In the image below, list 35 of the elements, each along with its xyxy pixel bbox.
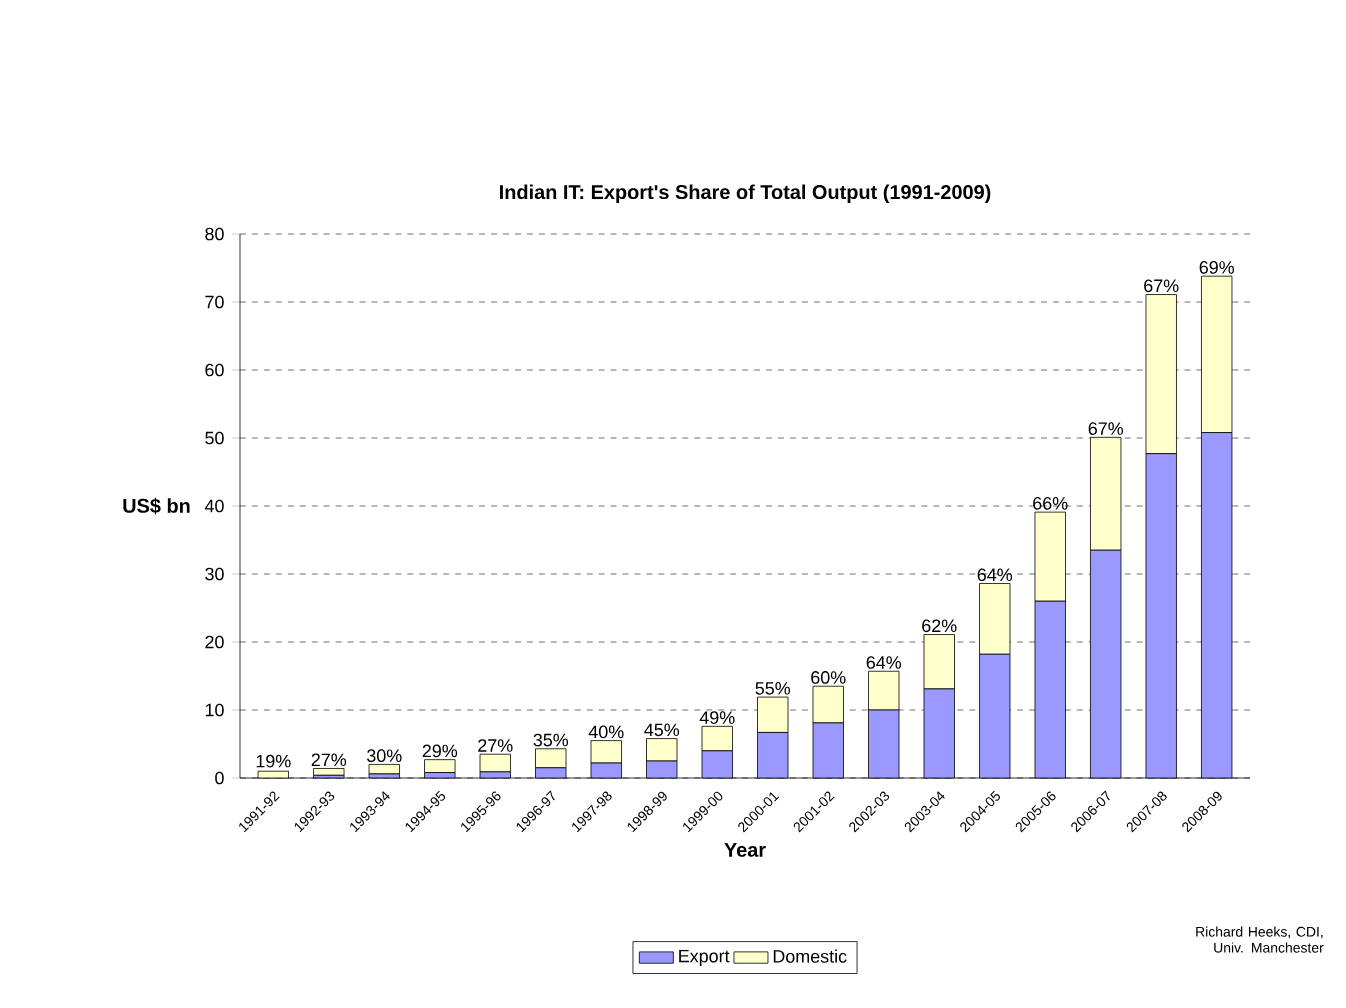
annotation: 30%: [367, 749, 402, 763]
x-axis-title: Year: [724, 842, 766, 857]
y-tick-label: 10: [205, 703, 224, 717]
annotation: 29%: [422, 744, 458, 758]
chart-title: Indian IT: Export's Share of Total Output (1991-2009): [500, 184, 991, 204]
bar: [424, 759, 456, 773]
annotation: 66%: [1033, 497, 1068, 510]
y-axis-title: US$ bn: [123, 497, 190, 515]
annotation: 67%: [1088, 422, 1124, 435]
bar: [313, 768, 345, 776]
annotation: 64%: [977, 568, 1013, 582]
annotation: 64%: [866, 656, 902, 669]
annotation: 40%: [588, 725, 624, 739]
bar: [479, 753, 511, 773]
y-tick-label: 50: [205, 431, 224, 445]
annotation: 19%: [256, 754, 291, 768]
annotation: 62%: [922, 619, 957, 633]
annotation: 35%: [533, 733, 569, 747]
annotation: 49%: [699, 711, 735, 724]
y-tick-label: 20: [205, 635, 224, 649]
annotation: 69%: [1199, 261, 1235, 274]
y-tick-label: 0: [215, 771, 224, 785]
legend-label: Export: [679, 949, 730, 966]
annotation: 45%: [644, 723, 680, 737]
y-tick-label: 60: [205, 363, 224, 377]
y-tick-label: 40: [204, 499, 224, 513]
annotation: 55%: [755, 682, 791, 695]
y-tick-label: 30: [205, 567, 224, 581]
legend-label: Domestic: [773, 949, 847, 963]
annotation: 60%: [811, 671, 846, 684]
annotation: 67%: [1144, 279, 1179, 293]
y-tick-label: 80: [205, 227, 224, 241]
annotation: 27%: [311, 753, 347, 767]
y-tick-label: 70: [205, 295, 224, 309]
annotation: 27%: [478, 739, 513, 752]
